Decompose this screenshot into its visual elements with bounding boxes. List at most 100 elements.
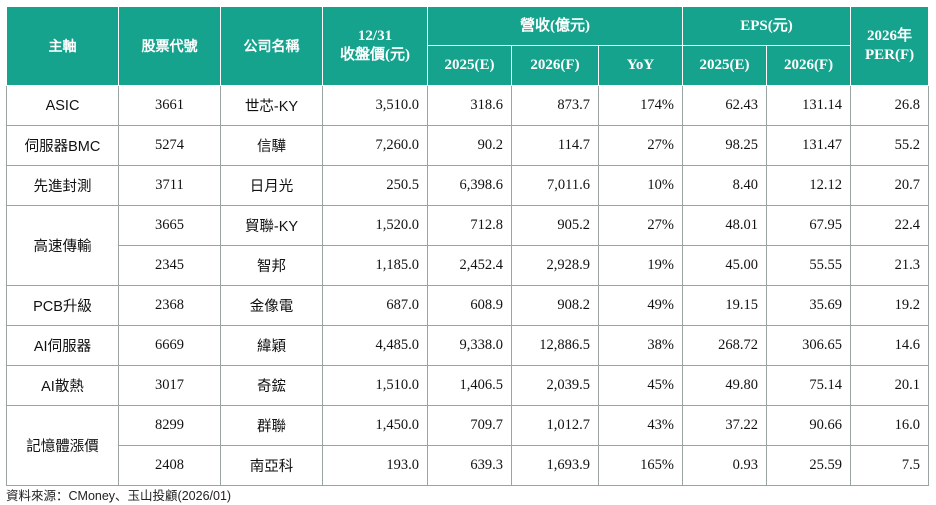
close-cell: 1,520.0	[322, 205, 428, 246]
yoy-cell: 174%	[597, 85, 684, 126]
per-cell: 20.1	[850, 365, 930, 406]
eps2026-cell: 35.69	[766, 285, 852, 326]
per-cell: 20.7	[850, 165, 930, 206]
header-revenue: 營收(億元)	[426, 6, 684, 46]
code-cell: 2345	[118, 245, 221, 286]
company-cell: 智邦	[220, 245, 323, 286]
header-eps-2026: 2026(F)	[766, 45, 852, 86]
theme-cell: 先進封測	[6, 165, 119, 206]
yoy-cell: 27%	[597, 205, 684, 246]
per-cell: 7.5	[850, 445, 930, 486]
rev2026-cell: 1,693.9	[511, 445, 599, 486]
yoy-cell: 19%	[597, 245, 684, 286]
theme-cell: 記憶體漲價	[6, 405, 119, 486]
eps2025-cell: 45.00	[682, 245, 768, 286]
close-cell: 7,260.0	[322, 125, 428, 166]
per-cell: 26.8	[850, 85, 930, 126]
close-cell: 687.0	[322, 285, 428, 326]
eps2025-cell: 19.15	[682, 285, 768, 326]
code-cell: 5274	[118, 125, 221, 166]
header-rev-2025: 2025(E)	[427, 45, 512, 86]
eps2026-cell: 131.14	[766, 85, 852, 126]
eps2025-cell: 0.93	[682, 445, 768, 486]
rev2025-cell: 90.2	[427, 125, 512, 166]
table-row: AI伺服器 6669 緯穎 4,485.0 9,338.0 12,886.5 3…	[6, 325, 930, 366]
rev2026-cell: 1,012.7	[511, 405, 599, 446]
rev2025-cell: 1,406.5	[427, 365, 512, 406]
rev2026-cell: 2,039.5	[511, 365, 599, 406]
eps2025-cell: 48.01	[682, 205, 768, 246]
table-row: 先進封測 3711 日月光 250.5 6,398.6 7,011.6 10% …	[6, 165, 930, 206]
per-cell: 19.2	[850, 285, 930, 326]
close-cell: 193.0	[322, 445, 428, 486]
theme-cell: 高速傳輸	[6, 205, 119, 286]
rev2026-cell: 114.7	[511, 125, 599, 166]
table-row: PCB升級 2368 金像電 687.0 608.9 908.2 49% 19.…	[6, 285, 930, 326]
header-close-date: 12/31	[357, 28, 393, 44]
theme-cell: AI散熱	[6, 365, 119, 406]
theme-cell: PCB升級	[6, 285, 119, 326]
per-cell: 14.6	[850, 325, 930, 366]
rev2026-cell: 7,011.6	[511, 165, 599, 206]
header-code: 股票代號	[118, 6, 221, 86]
table-row: 2408 南亞科 193.0 639.3 1,693.9 165% 0.93 2…	[7, 445, 930, 486]
header-close: 12/31 收盤價(元)	[322, 6, 428, 86]
source-note: 資料來源：CMoney、玉山投顧(2026/01)	[6, 489, 232, 503]
eps2026-cell: 75.14	[766, 365, 852, 406]
eps2025-cell: 37.22	[682, 405, 768, 446]
eps2026-cell: 12.12	[766, 165, 852, 206]
eps2025-cell: 268.72	[682, 325, 768, 366]
table-row: 記憶體漲價 8299 群聯 1,450.0 709.7 1,012.7 43% …	[6, 405, 930, 486]
code-cell: 3711	[118, 165, 221, 206]
stock-table: 主軸 股票代號 公司名稱 12/31 收盤價(元) 營收(億元) EPS(元) …	[6, 6, 930, 486]
yoy-cell: 10%	[597, 165, 684, 206]
header-per-label: PER(F)	[864, 47, 915, 63]
rev2026-cell: 908.2	[511, 285, 599, 326]
table-row: 伺服器BMC 5274 信驊 7,260.0 90.2 114.7 27% 98…	[6, 125, 930, 166]
header-close-label: 收盤價(元)	[340, 47, 410, 63]
header-eps-2025: 2025(E)	[682, 45, 768, 86]
eps2026-cell: 67.95	[766, 205, 852, 246]
code-cell: 3661	[118, 85, 221, 126]
code-cell: 2408	[118, 445, 221, 486]
table-row: 高速傳輸 3665 貿聯-KY 1,520.0 712.8 905.2 27% …	[6, 205, 930, 286]
eps2025-cell: 62.43	[682, 85, 768, 126]
rev2025-cell: 2,452.4	[427, 245, 512, 286]
company-cell: 緯穎	[220, 325, 323, 366]
company-cell: 金像電	[220, 285, 323, 326]
table-row: 2345 智邦 1,185.0 2,452.4 2,928.9 19% 45.0…	[7, 245, 930, 286]
yoy-cell: 27%	[597, 125, 684, 166]
table-body: ASIC 3661 世芯-KY 3,510.0 318.6 873.7 174%…	[6, 85, 930, 486]
header-eps: EPS(元)	[682, 6, 852, 46]
per-cell: 21.3	[850, 245, 930, 286]
header-rev-yoy: YoY	[597, 45, 684, 86]
rev2025-cell: 639.3	[427, 445, 512, 486]
eps2025-cell: 49.80	[682, 365, 768, 406]
company-cell: 群聯	[220, 405, 323, 446]
rev2026-cell: 873.7	[511, 85, 599, 126]
code-cell: 3665	[118, 205, 221, 246]
eps2026-cell: 25.59	[766, 445, 852, 486]
table-row: ASIC 3661 世芯-KY 3,510.0 318.6 873.7 174%…	[6, 85, 930, 126]
close-cell: 4,485.0	[322, 325, 428, 366]
company-cell: 日月光	[220, 165, 323, 206]
yoy-cell: 43%	[597, 405, 684, 446]
eps2025-cell: 98.25	[682, 125, 768, 166]
company-cell: 奇鋐	[220, 365, 323, 406]
rev2026-cell: 12,886.5	[511, 325, 599, 366]
company-cell: 世芯-KY	[220, 85, 323, 126]
table-row: AI散熱 3017 奇鋐 1,510.0 1,406.5 2,039.5 45%…	[6, 365, 930, 406]
eps2026-cell: 90.66	[766, 405, 852, 446]
yoy-cell: 38%	[597, 325, 684, 366]
rev2025-cell: 318.6	[427, 85, 512, 126]
close-cell: 1,185.0	[322, 245, 428, 286]
company-cell: 貿聯-KY	[220, 205, 323, 246]
company-cell: 南亞科	[220, 445, 323, 486]
per-cell: 16.0	[850, 405, 930, 446]
rev2025-cell: 6,398.6	[427, 165, 512, 206]
stock-table-container: 主軸 股票代號 公司名稱 12/31 收盤價(元) 營收(億元) EPS(元) …	[6, 6, 930, 486]
rev2026-cell: 905.2	[511, 205, 599, 246]
code-cell: 2368	[118, 285, 221, 326]
close-cell: 3,510.0	[322, 85, 428, 126]
close-cell: 1,510.0	[322, 365, 428, 406]
